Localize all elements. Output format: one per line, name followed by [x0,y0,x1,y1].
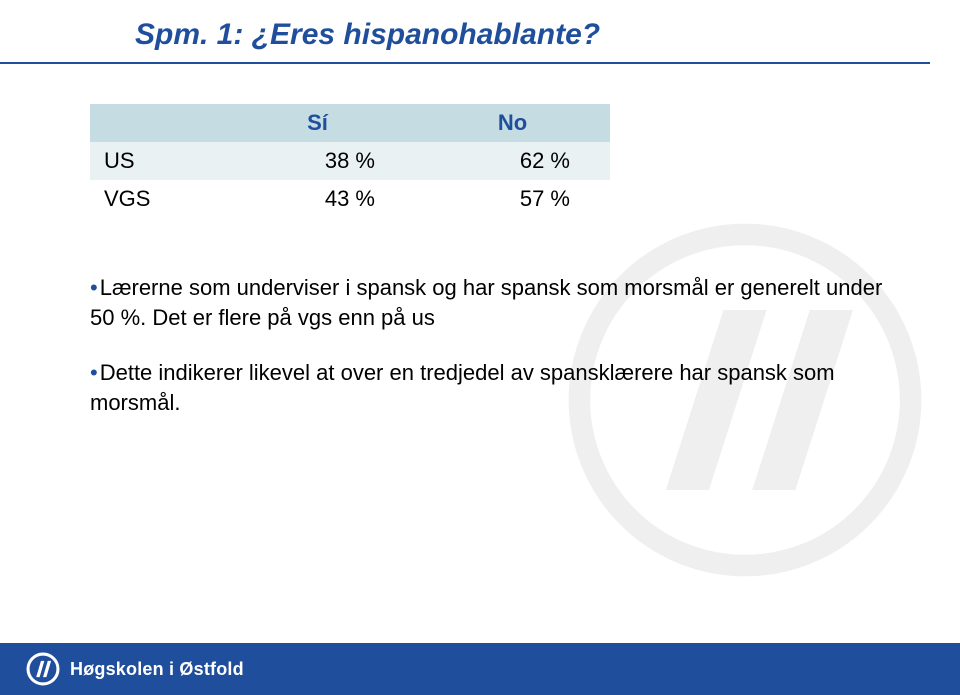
content-area: Sí No US 38 % 62 % VGS 43 % 57 % •Lære [0,64,960,418]
list-item: •Dette indikerer likevel at over en tred… [90,358,900,417]
footer-bar: Høgskolen i Østfold [0,643,960,695]
bullet-text: Dette indikerer likevel at over en tredj… [90,360,835,415]
data-table: Sí No US 38 % 62 % VGS 43 % 57 % [90,104,610,218]
table-header-blank [90,104,220,142]
footer-text: Høgskolen i Østfold [70,659,244,680]
table-header-si: Sí [220,104,415,142]
logo-icon [26,652,60,686]
bullet-text: Lærerne som underviser i spansk og har s… [90,275,882,330]
page-title: Spm. 1: ¿Eres hispanohablante? [135,18,930,52]
cell-value: 43 % [220,180,415,218]
table-header-no: No [415,104,610,142]
table-row: VGS 43 % 57 % [90,180,610,218]
footer-logo: Høgskolen i Østfold [26,652,244,686]
row-label: US [90,142,220,180]
row-label: VGS [90,180,220,218]
table-header-row: Sí No [90,104,610,142]
title-area: Spm. 1: ¿Eres hispanohablante? [0,0,930,64]
cell-value: 62 % [415,142,610,180]
list-item: •Lærerne som underviser i spansk og har … [90,273,900,332]
cell-value: 38 % [220,142,415,180]
slide: Spm. 1: ¿Eres hispanohablante? Sí No US … [0,0,960,695]
bullet-list: •Lærerne som underviser i spansk og har … [90,273,900,418]
cell-value: 57 % [415,180,610,218]
table-row: US 38 % 62 % [90,142,610,180]
bullet-dot-icon: • [90,273,98,303]
bullet-dot-icon: • [90,358,98,388]
